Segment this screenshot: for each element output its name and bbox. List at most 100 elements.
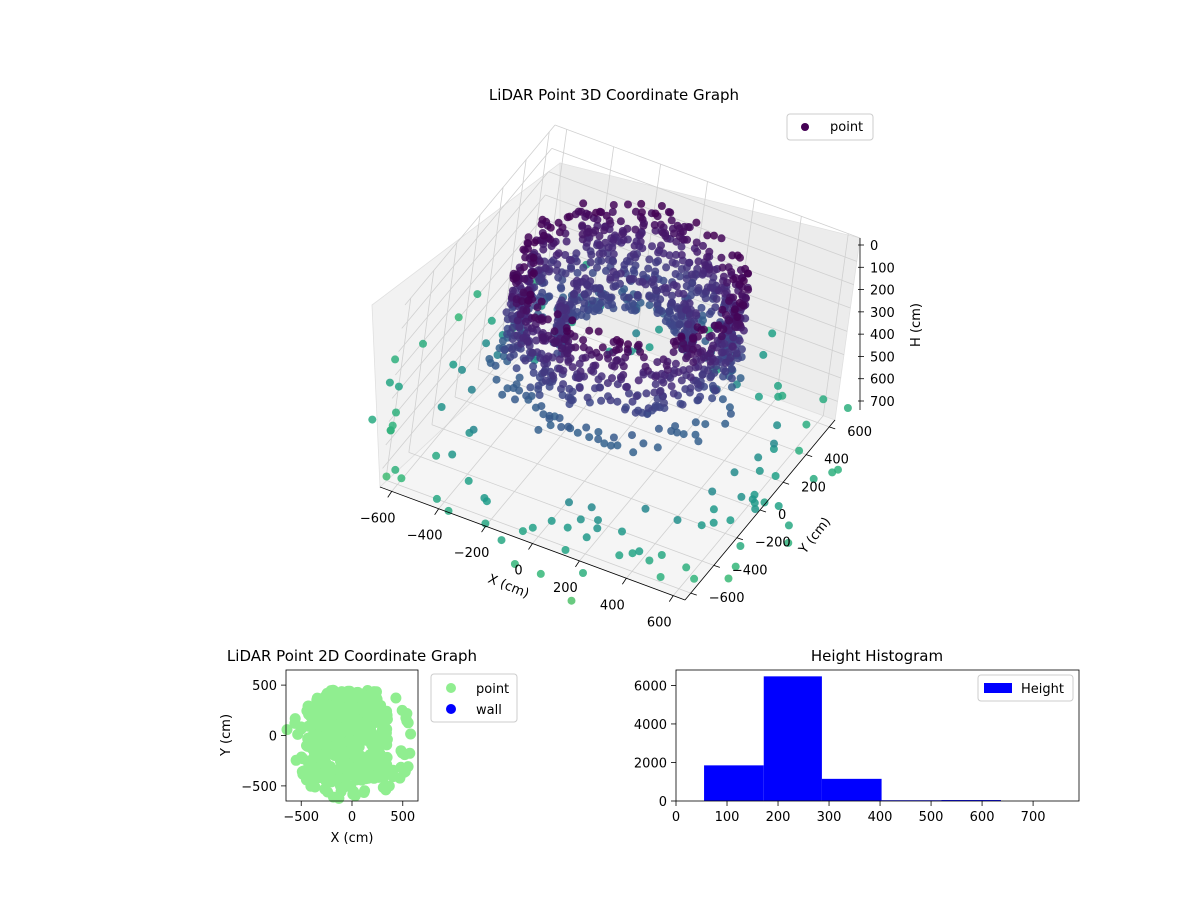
point-3d xyxy=(659,355,668,364)
point-2d xyxy=(355,701,367,713)
grid-line-left-h xyxy=(404,124,556,306)
legend-2d-point-marker xyxy=(446,683,456,693)
point-3d xyxy=(784,538,793,547)
point-3d xyxy=(519,288,528,297)
x-tick-label-3d: 600 xyxy=(647,616,672,631)
point-3d xyxy=(631,207,640,216)
point-3d xyxy=(656,573,665,581)
point-3d xyxy=(693,379,702,388)
point-3d xyxy=(419,339,427,348)
legend-histogram-label: Height xyxy=(1021,682,1064,697)
y-tick-label-3d: 200 xyxy=(801,480,826,495)
point-3d xyxy=(633,290,642,299)
point-3d xyxy=(600,226,609,235)
point-3d xyxy=(727,267,736,276)
point-3d xyxy=(667,382,676,391)
point-3d xyxy=(630,241,639,250)
point-3d xyxy=(524,233,533,242)
point-3d xyxy=(699,353,708,362)
point-3d xyxy=(532,336,541,345)
point-3d xyxy=(526,290,535,299)
point-3d xyxy=(587,503,596,512)
grid-line-left-y xyxy=(431,242,458,425)
point-3d xyxy=(616,269,625,278)
point-3d xyxy=(696,392,705,401)
point-3d xyxy=(613,397,622,406)
point-3d xyxy=(535,277,544,285)
point-3d xyxy=(651,380,660,389)
y-axis-label-3d: Y (cm) xyxy=(796,515,834,558)
point-3d xyxy=(594,428,603,436)
point-3d xyxy=(645,255,654,264)
point-2d xyxy=(377,767,389,779)
point-3d xyxy=(529,368,538,377)
point-3d xyxy=(492,375,501,384)
point-3d xyxy=(732,349,741,358)
point-2d xyxy=(350,713,362,725)
x-tick-label-histogram: 600 xyxy=(970,810,995,825)
point-3d xyxy=(718,395,727,404)
point-3d xyxy=(579,569,587,577)
point-3d xyxy=(739,301,748,310)
z-tick-label-3d: 0 xyxy=(870,239,878,254)
point-3d xyxy=(721,358,730,367)
point-3d xyxy=(528,348,537,357)
point-3d xyxy=(629,250,638,259)
point-3d xyxy=(576,367,585,376)
point-3d xyxy=(584,227,593,236)
point-3d xyxy=(628,549,637,558)
point-3d xyxy=(568,363,577,372)
point-2d xyxy=(405,728,417,740)
point-3d xyxy=(554,249,563,258)
point-3d xyxy=(636,231,645,240)
point-3d xyxy=(637,208,646,217)
point-2d xyxy=(312,703,324,714)
point-3d xyxy=(828,468,837,477)
point-3d xyxy=(730,468,739,477)
point-3d xyxy=(524,296,533,305)
point-3d xyxy=(671,270,680,278)
x-tick-label-3d: 0 xyxy=(514,564,522,579)
point-3d xyxy=(558,391,567,400)
point-3d xyxy=(650,221,659,229)
point-3d xyxy=(645,301,654,310)
point-3d xyxy=(728,342,737,351)
point-3d xyxy=(587,366,596,375)
point-3d xyxy=(563,523,572,532)
point-3d xyxy=(579,336,588,345)
point-3d xyxy=(754,453,763,462)
point-3d xyxy=(708,394,717,403)
point-3d xyxy=(616,373,625,382)
point-3d xyxy=(526,383,535,392)
point-3d xyxy=(573,268,582,277)
point-2d xyxy=(359,730,371,742)
point-3d xyxy=(615,551,624,560)
point-3d xyxy=(467,385,476,394)
point-3d xyxy=(575,374,584,383)
point-3d xyxy=(597,396,606,405)
grid-line-left-y xyxy=(477,187,504,370)
point-3d xyxy=(648,242,656,251)
grid-line-left-h xyxy=(398,171,549,352)
grid-line-left-y xyxy=(408,270,435,453)
point-3d xyxy=(662,263,671,272)
point-3d xyxy=(692,238,701,247)
point-3d xyxy=(802,420,811,429)
x-tick-label-histogram: 400 xyxy=(868,810,893,825)
point-3d xyxy=(623,382,631,391)
point-3d xyxy=(555,228,564,237)
point-3d xyxy=(665,251,674,260)
point-2d xyxy=(309,746,320,757)
point-cloud-3d xyxy=(368,199,852,605)
point-3d xyxy=(571,343,580,352)
point-3d xyxy=(657,241,665,250)
point-3d xyxy=(545,292,554,301)
point-3d xyxy=(554,218,563,227)
point-3d xyxy=(519,245,528,254)
point-3d xyxy=(515,322,524,331)
point-3d xyxy=(692,218,701,227)
point-3d xyxy=(661,231,670,240)
point-3d xyxy=(725,403,734,412)
x-tick-label-3d: −400 xyxy=(407,529,443,544)
point-3d xyxy=(725,296,733,305)
